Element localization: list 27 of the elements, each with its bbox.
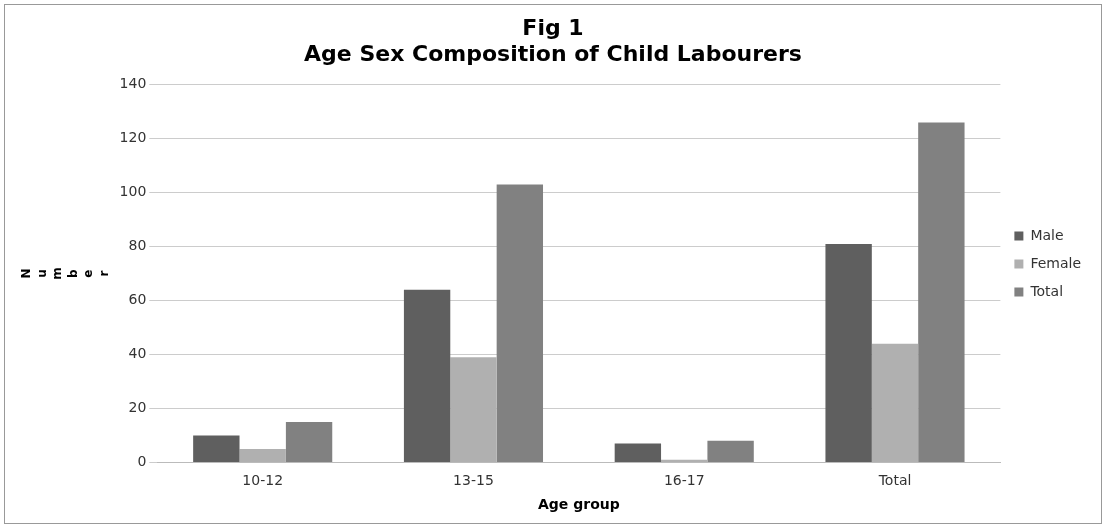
x-tick-label: 16-17: [663, 472, 705, 489]
bar: [825, 243, 872, 462]
x-tick-label: 10-12: [242, 472, 284, 489]
bar: [403, 289, 451, 462]
y-axis-title: Number: [18, 267, 111, 280]
bar: [614, 443, 662, 462]
x-tick-label: 13-15: [453, 472, 494, 489]
y-tick-label: 80: [128, 237, 147, 254]
y-tick-label: 120: [119, 129, 147, 146]
x-tick-label: Total: [877, 472, 912, 489]
y-tick-label: 0: [137, 453, 147, 470]
legend-label: Male: [1030, 226, 1064, 243]
bar: [918, 122, 965, 462]
y-tick-label: 60: [128, 291, 147, 308]
y-tick-label: 140: [119, 75, 147, 92]
chart-title: Fig 1: [522, 14, 584, 40]
chart-subtitle: Age Sex Composition of Child Labourers: [304, 41, 802, 67]
bar: [193, 435, 240, 462]
legend-label: Female: [1030, 254, 1081, 271]
legend-label: Total: [1029, 282, 1064, 299]
bar: [496, 184, 544, 462]
x-axis-title: Age group: [537, 496, 620, 513]
y-tick-label: 40: [128, 345, 147, 362]
y-tick-label: 20: [128, 399, 147, 416]
bar: [285, 421, 333, 462]
bar: [707, 440, 754, 462]
y-tick-label: 100: [119, 183, 147, 200]
